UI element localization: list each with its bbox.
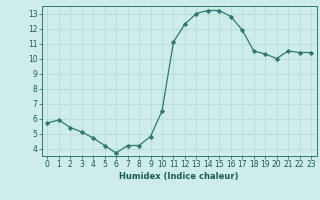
X-axis label: Humidex (Indice chaleur): Humidex (Indice chaleur)	[119, 172, 239, 181]
